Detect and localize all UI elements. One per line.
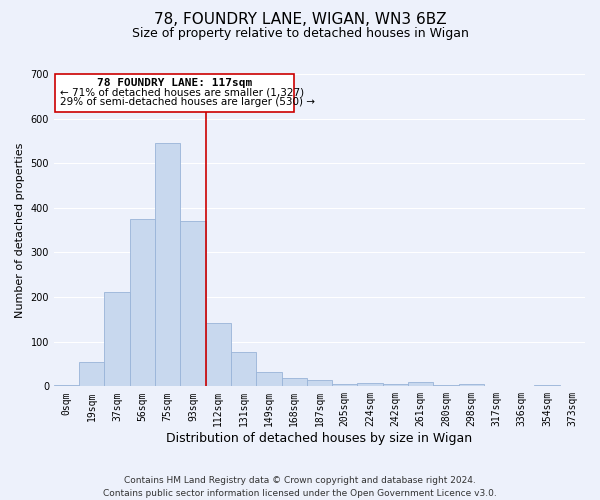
- Bar: [256, 372, 281, 386]
- Text: Contains HM Land Registry data © Crown copyright and database right 2024.
Contai: Contains HM Land Registry data © Crown c…: [103, 476, 497, 498]
- Bar: [281, 378, 307, 386]
- Bar: [231, 352, 256, 386]
- Y-axis label: Number of detached properties: Number of detached properties: [15, 142, 25, 318]
- X-axis label: Distribution of detached houses by size in Wigan: Distribution of detached houses by size …: [166, 432, 473, 445]
- Text: Size of property relative to detached houses in Wigan: Size of property relative to detached ho…: [131, 28, 469, 40]
- Bar: [130, 218, 155, 386]
- Bar: [307, 380, 332, 386]
- Bar: [383, 384, 408, 386]
- Bar: [155, 142, 181, 386]
- Text: 29% of semi-detached houses are larger (530) →: 29% of semi-detached houses are larger (…: [60, 97, 315, 107]
- Bar: [79, 362, 104, 386]
- Bar: [535, 385, 560, 386]
- Text: ← 71% of detached houses are smaller (1,327): ← 71% of detached houses are smaller (1,…: [60, 88, 304, 98]
- Text: 78 FOUNDRY LANE: 117sqm: 78 FOUNDRY LANE: 117sqm: [97, 78, 252, 88]
- Bar: [104, 292, 130, 386]
- Bar: [54, 385, 79, 386]
- Bar: [408, 382, 433, 386]
- Text: 78, FOUNDRY LANE, WIGAN, WN3 6BZ: 78, FOUNDRY LANE, WIGAN, WN3 6BZ: [154, 12, 446, 28]
- Bar: [181, 221, 206, 386]
- Bar: [332, 384, 358, 386]
- FancyBboxPatch shape: [55, 74, 294, 112]
- Bar: [358, 383, 383, 386]
- Bar: [458, 384, 484, 386]
- Bar: [433, 385, 458, 386]
- Bar: [206, 323, 231, 386]
